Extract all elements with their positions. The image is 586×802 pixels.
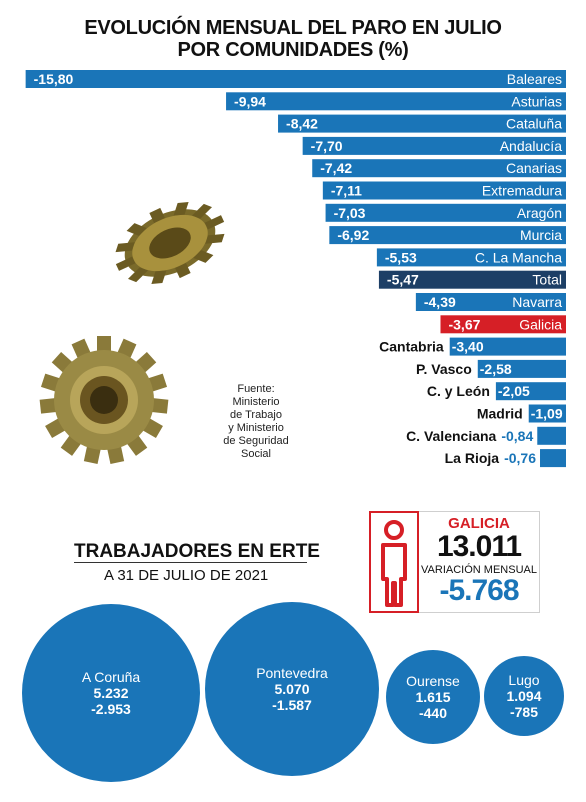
chart-title-line1: EVOLUCIÓN MENSUAL DEL PARO EN JULIO (84, 17, 502, 39)
bar-value-label: -15,80 (34, 71, 74, 87)
galicia-label: GALICIA (448, 515, 510, 532)
bar-chart: -15,80 Baleares -9,94 Asturias -8,42 Cataluña… (25, 70, 566, 468)
bar-category-label: Canarias (506, 160, 562, 176)
bubble-change: -2.953 (91, 701, 131, 717)
bar-7 (329, 226, 566, 245)
bar-category-label: Baleares (507, 71, 562, 87)
bar-1 (226, 92, 566, 111)
bar-value-label: -3,67 (448, 316, 480, 332)
bar-11 (440, 315, 566, 334)
bar-3 (302, 136, 566, 155)
bar-category-label: Aragón (517, 205, 562, 221)
bubble-change: -785 (509, 704, 539, 720)
bubble-ourense: Ourense 1.615 -440 (386, 650, 480, 744)
bar-category-label: C. y León (427, 383, 490, 399)
source-line: Social (241, 448, 271, 460)
bar-category-label: Madrid (477, 406, 523, 422)
bubble-name: Pontevedra (256, 665, 328, 681)
bar-category-label: Andalucía (500, 138, 562, 154)
galicia-variation: -5.768 (439, 574, 519, 607)
person-icon (381, 520, 407, 607)
source-line: de Trabajo (230, 409, 282, 421)
bubble-name: A Coruña (81, 669, 141, 685)
bubble-change: -440 (418, 705, 448, 721)
bar-value-label: -7,70 (311, 138, 343, 154)
bar-8 (376, 248, 566, 267)
bar-value-label: -9,94 (234, 93, 266, 109)
bubble-value: 1.094 (506, 688, 542, 704)
bar-category-label: C. Valenciana (406, 428, 496, 444)
bar-15 (528, 404, 566, 423)
bar-value-label: -2,05 (498, 383, 530, 399)
chart-title-line2: POR COMUNIDADES (%) (177, 39, 409, 61)
bar-category-label: Cantabria (379, 339, 444, 355)
bar-value-label: -7,11 (331, 183, 362, 199)
bubble-lugo: Lugo 1.094 -785 (484, 656, 564, 736)
source-line: Fuente: (237, 383, 275, 395)
bar-17 (540, 449, 566, 468)
bar-2 (278, 114, 566, 133)
bar-5 (322, 181, 566, 200)
source-line: de Seguridad (223, 435, 289, 447)
bubble-value: 5.070 (274, 681, 310, 697)
bubble-name: Ourense (406, 673, 460, 689)
source-line: y Ministerio (228, 422, 284, 434)
bar-value-label: -2,58 (480, 361, 512, 377)
erte-divider (74, 562, 307, 563)
bar-value-label: -6,92 (337, 227, 369, 243)
bar-14 (495, 382, 566, 401)
bar-category-label: Murcia (520, 227, 562, 243)
bar-value-label: -8,42 (286, 116, 318, 132)
bubble-pontevedra: Pontevedra 5.070 -1.587 (205, 602, 379, 776)
bar-13 (477, 359, 566, 378)
bar-category-label: Asturias (511, 93, 562, 109)
bar-16 (537, 426, 566, 445)
bar-category-label: Cataluña (506, 116, 562, 132)
bar-12 (449, 337, 566, 356)
bar-category-label: C. La Mancha (475, 249, 562, 265)
bar-value-label: -3,40 (452, 339, 484, 355)
bubble-value: 1.615 (415, 689, 451, 705)
bar-value-label: -7,03 (334, 205, 366, 221)
erte-title: TRABAJADORES EN ERTE (74, 541, 320, 562)
source-line: Ministerio (232, 396, 280, 408)
galicia-total: 13.011 (436, 530, 522, 563)
bar-value-label: -0,84 (501, 428, 533, 444)
bubble-a-coruna: A Coruña 5.232 -2.953 (22, 604, 200, 782)
bar-0 (25, 70, 566, 88)
galicia-variation-label: VARIACIÓN MENSUAL (421, 564, 537, 576)
bar-6 (325, 203, 566, 222)
bar-category-label: Galicia (519, 316, 562, 332)
erte-subtitle: A 31 DE JULIO DE 2021 (104, 567, 269, 584)
bar-value-label: -5,47 (387, 272, 419, 288)
bar-value-label: -0,76 (504, 450, 536, 466)
source-note: Fuente: Ministerio de Trabajo y Minister… (212, 383, 300, 461)
bar-value-label: -5,53 (385, 249, 417, 265)
bar-category-label: Total (532, 272, 562, 288)
galicia-summary: GALICIA 13.011 VARIACIÓN MENSUAL -5.768 (419, 511, 540, 613)
gear-icon (115, 202, 225, 284)
bubble-change: -1.587 (272, 697, 312, 713)
bar-category-label: Navarra (512, 294, 562, 310)
bar-category-label: Extremadura (482, 183, 562, 199)
bar-category-label: P. Vasco (416, 361, 472, 377)
gear-icon (39, 336, 169, 465)
bar-value-label: -1,09 (531, 406, 563, 422)
bubble-name: Lugo (508, 672, 540, 688)
bubble-value: 5.232 (93, 685, 129, 701)
bar-value-label: -4,39 (424, 294, 456, 310)
bar-category-label: La Rioja (445, 450, 500, 466)
person-box (369, 511, 419, 613)
bar-9 (378, 270, 566, 289)
bar-4 (312, 159, 566, 178)
bar-value-label: -7,42 (320, 160, 352, 176)
bar-10 (415, 293, 566, 311)
